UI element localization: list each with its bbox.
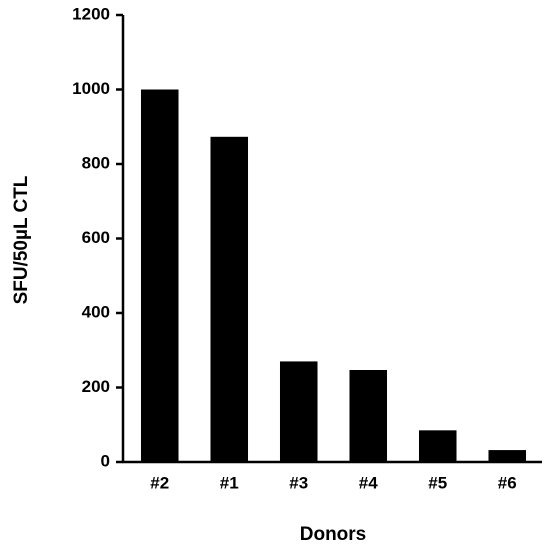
y-tick-label: 400 [82, 302, 110, 321]
bar [140, 89, 179, 462]
x-tick-label: #6 [498, 473, 517, 492]
bar [279, 361, 318, 462]
y-tick-label: 600 [82, 228, 110, 247]
bar [210, 136, 249, 462]
x-tick-label: #5 [428, 473, 447, 492]
y-tick-label: 1200 [72, 4, 110, 23]
bar [488, 450, 527, 462]
bar [418, 430, 457, 462]
x-axis-label: Donors [300, 524, 367, 545]
y-tick-label: 800 [82, 153, 110, 172]
bar [349, 369, 388, 462]
y-axis-label: SFU/50µL CTL [11, 175, 32, 304]
x-tick-label: #3 [289, 473, 308, 492]
x-tick-label: #1 [220, 473, 239, 492]
y-tick-label: 1000 [72, 79, 110, 98]
x-tick-label: #2 [150, 473, 169, 492]
y-tick-label: 0 [101, 451, 110, 470]
x-tick-label: #4 [359, 473, 378, 492]
y-tick-label: 200 [82, 377, 110, 396]
